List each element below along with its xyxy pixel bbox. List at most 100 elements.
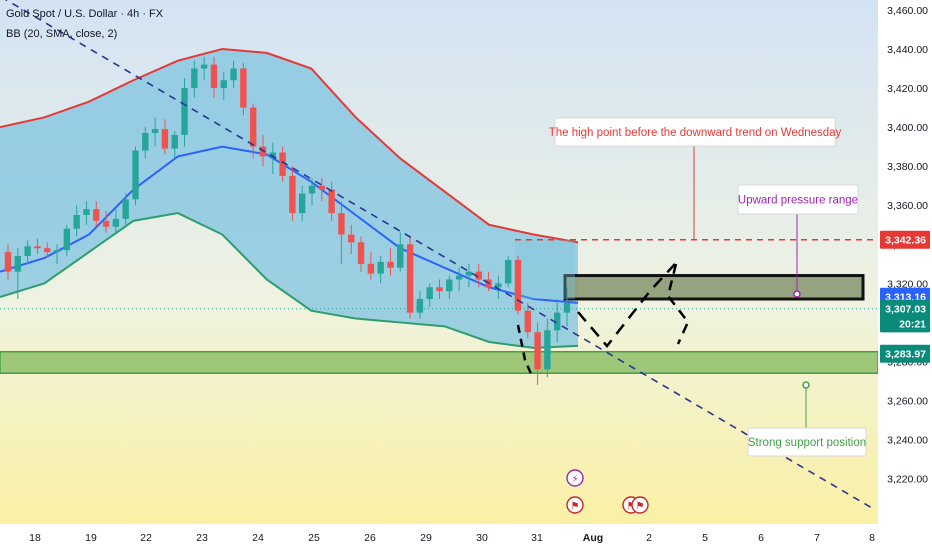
price-tick-label: 3,360.00 bbox=[887, 200, 928, 212]
candle-body[interactable] bbox=[259, 146, 267, 157]
candle-body[interactable] bbox=[93, 209, 100, 221]
candle-body[interactable] bbox=[34, 246, 41, 249]
time-tick-label: 6 bbox=[758, 532, 764, 544]
candle-body[interactable] bbox=[514, 259, 522, 311]
candle-body[interactable] bbox=[249, 107, 257, 147]
candle-body[interactable] bbox=[132, 150, 139, 200]
candle-body[interactable] bbox=[191, 68, 198, 89]
candle-body[interactable] bbox=[308, 185, 316, 194]
price-tick-label: 3,460.00 bbox=[887, 5, 928, 17]
candle-body[interactable] bbox=[446, 279, 453, 292]
candle-body[interactable] bbox=[142, 132, 149, 151]
candle-body[interactable] bbox=[171, 134, 178, 149]
price-label[interactable]: 3,283.97 bbox=[885, 349, 926, 361]
candle-body[interactable] bbox=[4, 252, 12, 272]
candle-body[interactable] bbox=[436, 287, 443, 292]
resistance-zone[interactable] bbox=[563, 274, 865, 301]
bollinger-upper bbox=[0, 47, 579, 244]
time-tick-label: 24 bbox=[252, 532, 264, 544]
candle-body[interactable] bbox=[504, 259, 512, 284]
us-flag-event-icon[interactable] bbox=[631, 496, 649, 514]
candle-body[interactable] bbox=[289, 175, 296, 214]
candle-body[interactable] bbox=[465, 271, 473, 276]
candle-body[interactable] bbox=[83, 209, 90, 216]
candle-body[interactable] bbox=[318, 185, 326, 190]
candle-body[interactable] bbox=[230, 68, 237, 81]
candle-body[interactable] bbox=[44, 248, 51, 253]
candle-body[interactable] bbox=[102, 220, 110, 227]
candle-body[interactable] bbox=[122, 199, 129, 219]
price-axis[interactable] bbox=[878, 0, 932, 550]
us-flag-event-icon-glyph: ⚑ bbox=[636, 501, 645, 512]
price-label-bg bbox=[880, 230, 930, 249]
price-tick-label: 3,240.00 bbox=[887, 435, 928, 447]
candle-body[interactable] bbox=[534, 332, 541, 370]
candle-body[interactable] bbox=[416, 298, 424, 313]
time-tick-label: 31 bbox=[531, 532, 543, 544]
candle-body[interactable] bbox=[161, 129, 169, 149]
candle-body[interactable] bbox=[151, 129, 159, 133]
candle-body[interactable] bbox=[279, 152, 286, 176]
time-tick-label: 5 bbox=[702, 532, 708, 544]
annotation-upward-pressure-text: Upward pressure range bbox=[738, 195, 858, 207]
price-label[interactable]: 3,342.36 bbox=[885, 235, 926, 247]
candle-body[interactable] bbox=[73, 215, 80, 229]
price-label[interactable]: 20:21 bbox=[899, 318, 926, 330]
time-axis[interactable] bbox=[0, 524, 932, 550]
candle-body[interactable] bbox=[24, 246, 31, 257]
projection-path-1[interactable] bbox=[516, 324, 534, 377]
annotation-strong-support-box[interactable] bbox=[747, 427, 867, 457]
candle-body[interactable] bbox=[397, 244, 404, 268]
annotation-dot-green bbox=[802, 381, 810, 389]
lightning-event-icon[interactable] bbox=[566, 469, 584, 487]
candle-body[interactable] bbox=[53, 250, 61, 253]
candle-body[interactable] bbox=[269, 152, 276, 157]
time-tick-label: 8 bbox=[869, 532, 875, 544]
annotation-dot-magenta bbox=[793, 290, 801, 298]
price-label-bg bbox=[880, 299, 930, 318]
candle-body[interactable] bbox=[455, 275, 463, 280]
annotation-high-point-text: The high point before the downward trend… bbox=[549, 127, 842, 139]
candle-body[interactable] bbox=[220, 80, 227, 89]
time-tick-label: 19 bbox=[85, 532, 97, 544]
annotation-high-point-box[interactable] bbox=[554, 117, 836, 147]
projection-path-2[interactable] bbox=[577, 263, 676, 348]
candle-body[interactable] bbox=[200, 64, 208, 69]
projection-path-3[interactable] bbox=[666, 263, 690, 345]
candle-body[interactable] bbox=[112, 218, 120, 227]
candle-body[interactable] bbox=[210, 64, 218, 89]
candle-body[interactable] bbox=[348, 234, 355, 243]
candle-body[interactable] bbox=[63, 228, 71, 251]
time-tick-label: 26 bbox=[364, 532, 376, 544]
price-label[interactable]: 3,307.03 bbox=[885, 304, 926, 316]
candle-body[interactable] bbox=[240, 68, 247, 108]
time-tick-label: 23 bbox=[196, 532, 208, 544]
candle-body[interactable] bbox=[338, 213, 345, 235]
candle-body[interactable] bbox=[328, 189, 335, 214]
candle-body[interactable] bbox=[495, 283, 502, 288]
candle-body[interactable] bbox=[544, 330, 551, 370]
candle-body[interactable] bbox=[14, 256, 22, 272]
candle-body[interactable] bbox=[377, 261, 384, 274]
candle-body[interactable] bbox=[563, 302, 571, 313]
candle-body[interactable] bbox=[387, 261, 394, 268]
us-flag-event-icon[interactable] bbox=[566, 496, 584, 514]
annotation-upward-pressure-box[interactable] bbox=[737, 184, 859, 215]
candle-body[interactable] bbox=[406, 244, 414, 313]
candle-body[interactable] bbox=[181, 88, 188, 135]
time-tick-label: 29 bbox=[420, 532, 432, 544]
candle-body[interactable] bbox=[367, 263, 375, 274]
legend-indicator[interactable]: BB (20, SMA, close, 2) bbox=[6, 28, 118, 40]
candle-body[interactable] bbox=[299, 193, 306, 214]
lightning-event-icon-glyph: ⚡ bbox=[571, 474, 578, 485]
candle-body[interactable] bbox=[553, 312, 561, 331]
candle-body[interactable] bbox=[475, 271, 482, 280]
candle-body[interactable] bbox=[524, 310, 531, 333]
bollinger-basis bbox=[0, 145, 579, 304]
support-zone[interactable] bbox=[0, 350, 879, 374]
downtrend-line[interactable] bbox=[0, 0, 873, 509]
candle-body[interactable] bbox=[426, 287, 433, 299]
candle-body[interactable] bbox=[357, 242, 365, 264]
